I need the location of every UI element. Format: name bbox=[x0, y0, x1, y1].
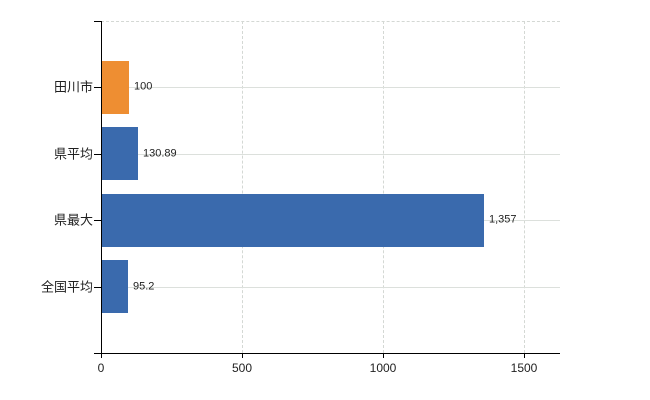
y-axis bbox=[101, 21, 102, 353]
y-tick-2 bbox=[94, 220, 101, 221]
y-tick-0 bbox=[94, 87, 101, 88]
bar-value-label-0: 100 bbox=[134, 80, 153, 93]
bar-1 bbox=[101, 127, 138, 180]
y-gridline bbox=[101, 287, 560, 288]
y-axis-top-tick bbox=[94, 21, 101, 22]
x-tick-0 bbox=[101, 353, 102, 358]
bar-value-label-2: 1,357 bbox=[489, 213, 517, 226]
x-gridline bbox=[242, 21, 243, 353]
bar-value-label-1: 130.89 bbox=[143, 147, 177, 160]
x-gridline bbox=[383, 21, 384, 353]
x-tick-label-3: 1500 bbox=[510, 361, 538, 375]
category-label-3: 全国平均 bbox=[40, 279, 93, 295]
y-tick-3 bbox=[94, 287, 101, 288]
y-tick-1 bbox=[94, 154, 101, 155]
x-tick-label-0: 0 bbox=[97, 361, 105, 375]
x-axis bbox=[94, 353, 560, 354]
x-tick-label-2: 1000 bbox=[369, 361, 397, 375]
bar-3 bbox=[101, 260, 128, 313]
y-gridline bbox=[101, 154, 560, 155]
y-gridline bbox=[101, 87, 560, 88]
category-label-1: 県平均 bbox=[53, 146, 93, 162]
plot-top-border bbox=[101, 21, 560, 22]
bar-0 bbox=[101, 61, 129, 114]
category-label-0: 田川市 bbox=[53, 79, 93, 95]
x-tick-1 bbox=[242, 353, 243, 358]
x-gridline bbox=[524, 21, 525, 353]
x-tick-2 bbox=[383, 353, 384, 358]
x-tick-label-1: 500 bbox=[231, 361, 253, 375]
bar-value-label-3: 95.2 bbox=[133, 280, 155, 293]
x-tick-3 bbox=[524, 353, 525, 358]
category-label-2: 県最大 bbox=[53, 212, 93, 228]
bar-2 bbox=[101, 194, 484, 247]
